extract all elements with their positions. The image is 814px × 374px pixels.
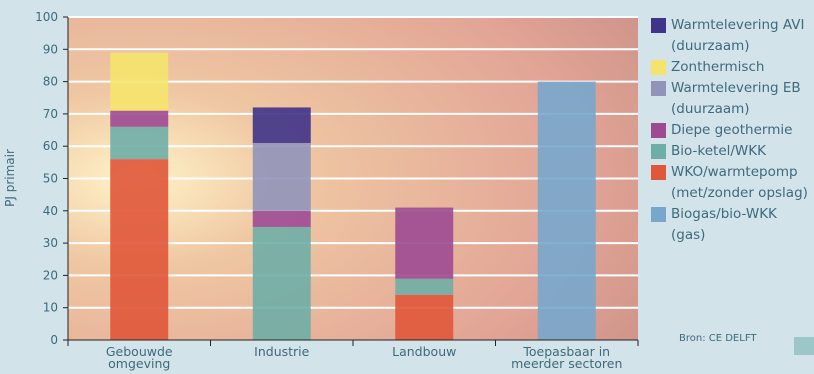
y-tick-label: 90: [43, 42, 58, 56]
bar-segment: [395, 294, 454, 340]
y-tick-label: 70: [43, 107, 58, 121]
y-axis-label: PJ primair: [3, 149, 17, 207]
bar-chart: 0 10 20 30 40 50 60 70 80 90 100 Gebouwde omgeving In…: [3, 10, 639, 371]
legend-item: Diepe geothermie: [651, 120, 814, 141]
bar-segment: [395, 207, 454, 279]
legend-item: Zonthermisch: [651, 57, 814, 78]
bar-segment: [110, 126, 169, 160]
legend-swatch: [651, 60, 666, 75]
legend-item: Warmtelevering EB (duurzaam): [651, 78, 814, 120]
bar-segment: [252, 142, 311, 211]
legend-item: Bio-ketel/WKK: [651, 141, 814, 162]
legend-item: Warmtelevering AVI (duurzaam): [651, 15, 814, 57]
legend-swatch: [651, 144, 666, 159]
x-tick-label: Toepasbaar in meerder sectoren: [511, 344, 622, 371]
axes: 0 10 20 30 40 50 60 70 80 90 100 Gebouwde omgeving In…: [35, 10, 639, 371]
bar-segment: [252, 226, 311, 340]
bar-segment: [537, 81, 596, 340]
bars: [110, 52, 596, 340]
y-tick-label: 100: [35, 10, 58, 24]
legend-swatch: [651, 123, 666, 138]
legend: Warmtelevering AVI (duurzaam) Zonthermis…: [651, 15, 814, 246]
legend-label: Biogas/bio-WKK (gas): [671, 206, 777, 243]
legend-label: Diepe geothermie: [671, 122, 793, 138]
bar-segment: [395, 278, 454, 295]
y-tick-label: 80: [43, 75, 58, 89]
bar-segment: [252, 107, 311, 143]
x-tick-label: Landbouw: [392, 344, 456, 359]
y-tick-label: 0: [50, 333, 58, 347]
source-note: Bron: CE DELFT: [679, 333, 757, 344]
legend-swatch: [651, 207, 666, 222]
corner-decoration: [794, 337, 814, 355]
legend-swatch: [651, 165, 666, 180]
bar-segment: [252, 210, 311, 227]
y-tick-label: 30: [43, 236, 58, 250]
y-tick-label: 20: [43, 268, 58, 282]
legend-item: Biogas/bio-WKK (gas): [651, 204, 814, 246]
bar-segment: [110, 110, 169, 127]
y-tick-label: 10: [43, 301, 58, 315]
bar-segment: [110, 159, 169, 340]
legend-item: WKO/warmtepomp (met/zonder opslag): [651, 162, 814, 204]
x-tick-label: Industrie: [254, 344, 309, 359]
y-tick-label: 40: [43, 204, 58, 218]
legend-swatch: [651, 81, 666, 96]
legend-label: Zonthermisch: [671, 59, 765, 75]
legend-swatch: [651, 18, 666, 33]
legend-label: Bio-ketel/WKK: [671, 143, 766, 159]
y-tick-label: 50: [43, 172, 58, 186]
y-tick-label: 60: [43, 139, 58, 153]
legend-label: WKO/warmtepomp (met/zonder opslag): [671, 164, 808, 201]
legend-label: Warmtelevering AVI (duurzaam): [671, 17, 805, 54]
x-tick-label: Gebouwde omgeving: [106, 344, 173, 371]
legend-label: Warmtelevering EB (duurzaam): [671, 80, 801, 117]
bar-segment: [110, 52, 169, 111]
